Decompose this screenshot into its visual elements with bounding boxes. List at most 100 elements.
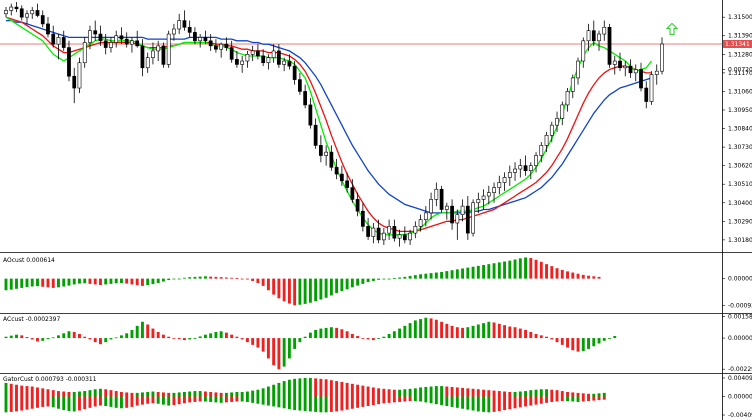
candle-body[interactable] xyxy=(481,195,486,200)
candle-body[interactable] xyxy=(471,202,475,234)
candle-body[interactable] xyxy=(639,69,643,89)
candle-body[interactable] xyxy=(135,40,140,47)
candle-body[interactable] xyxy=(219,43,224,50)
candle-body[interactable] xyxy=(434,188,439,200)
candle-body[interactable] xyxy=(339,173,344,182)
candle-body[interactable] xyxy=(360,210,365,227)
candle-body[interactable] xyxy=(528,165,533,172)
candle-body[interactable] xyxy=(371,227,376,237)
candle-body[interactable] xyxy=(98,33,103,42)
candle-body[interactable] xyxy=(193,32,197,42)
candle-body[interactable] xyxy=(187,27,192,33)
candle-body[interactable] xyxy=(581,40,586,62)
candle-body[interactable] xyxy=(324,151,329,156)
candle-body[interactable] xyxy=(465,205,470,234)
candle-body[interactable] xyxy=(25,13,29,18)
ac-oscillator-pane[interactable] xyxy=(4,317,617,370)
candle-body[interactable] xyxy=(172,28,176,35)
candle-body[interactable] xyxy=(19,8,24,18)
candle-body[interactable] xyxy=(93,30,98,35)
candle-body[interactable] xyxy=(345,180,349,188)
candle-body[interactable] xyxy=(334,167,339,175)
candle-body[interactable] xyxy=(492,187,496,193)
candle-body[interactable] xyxy=(408,232,412,241)
candle-body[interactable] xyxy=(418,219,423,227)
candle-body[interactable] xyxy=(612,60,617,65)
candle-body[interactable] xyxy=(607,27,612,65)
candle-body[interactable] xyxy=(476,199,481,204)
candle-body[interactable] xyxy=(392,226,397,239)
candle-body[interactable] xyxy=(455,214,460,224)
candle-body[interactable] xyxy=(429,199,433,214)
main-price-pane[interactable] xyxy=(0,2,722,247)
candle-body[interactable] xyxy=(214,45,218,50)
candle-body[interactable] xyxy=(30,10,35,15)
candle-body[interactable] xyxy=(14,6,19,10)
candle-body[interactable] xyxy=(329,151,334,168)
candle-body[interactable] xyxy=(40,15,45,25)
ao-oscillator-pane[interactable] xyxy=(4,257,601,306)
candle-body[interactable] xyxy=(103,40,108,48)
candle-body[interactable] xyxy=(56,37,61,45)
candle-body[interactable] xyxy=(130,40,134,45)
candle-body[interactable] xyxy=(644,87,649,102)
candle-body[interactable] xyxy=(35,10,40,16)
candle-body[interactable] xyxy=(292,65,297,80)
candle-body[interactable] xyxy=(124,38,129,45)
candle-body[interactable] xyxy=(166,33,171,65)
candle-body[interactable] xyxy=(208,40,213,47)
candle-body[interactable] xyxy=(507,172,512,178)
candle-body[interactable] xyxy=(497,182,502,188)
candle-body[interactable] xyxy=(240,60,245,65)
candle-body[interactable] xyxy=(576,60,580,79)
candle-body[interactable] xyxy=(549,124,554,136)
candle-body[interactable] xyxy=(277,50,281,65)
candle-body[interactable] xyxy=(602,27,607,35)
candle-body[interactable] xyxy=(381,232,386,241)
candle-body[interactable] xyxy=(261,55,266,64)
candle-body[interactable] xyxy=(256,50,260,57)
candle-body[interactable] xyxy=(560,104,565,119)
candle-body[interactable] xyxy=(555,118,559,126)
candle-body[interactable] xyxy=(397,234,402,239)
candle-body[interactable] xyxy=(266,57,271,64)
candle-body[interactable] xyxy=(402,234,407,241)
candle-body[interactable] xyxy=(4,10,8,15)
candle-body[interactable] xyxy=(633,69,638,74)
candle-body[interactable] xyxy=(413,226,418,234)
candle-body[interactable] xyxy=(203,37,208,42)
candle-body[interactable] xyxy=(51,33,56,45)
candle-body[interactable] xyxy=(628,65,633,74)
candle-body[interactable] xyxy=(303,91,308,106)
candle-body[interactable] xyxy=(654,70,659,75)
candle-body[interactable] xyxy=(423,212,428,220)
candle-body[interactable] xyxy=(376,227,381,241)
candle-body[interactable] xyxy=(570,77,575,92)
candle-body[interactable] xyxy=(534,155,538,166)
candle-body[interactable] xyxy=(523,165,528,172)
candle-body[interactable] xyxy=(366,226,370,237)
candle-body[interactable] xyxy=(271,50,276,58)
candle-body[interactable] xyxy=(235,59,239,65)
candle-body[interactable] xyxy=(586,30,591,42)
candle-body[interactable] xyxy=(298,79,302,92)
candle-body[interactable] xyxy=(450,205,454,224)
candle-body[interactable] xyxy=(88,30,92,43)
candle-body[interactable] xyxy=(161,45,166,65)
candle-body[interactable] xyxy=(177,20,182,30)
candle-body[interactable] xyxy=(308,104,313,126)
candle-body[interactable] xyxy=(444,205,449,210)
candle-body[interactable] xyxy=(224,43,229,48)
candle-body[interactable] xyxy=(591,30,596,42)
candle-body[interactable] xyxy=(518,165,523,170)
candle-body[interactable] xyxy=(355,199,360,212)
candle-body[interactable] xyxy=(502,177,507,183)
candle-body[interactable] xyxy=(287,60,292,67)
candle-body[interactable] xyxy=(350,187,355,200)
candle-body[interactable] xyxy=(623,65,628,69)
candle-body[interactable] xyxy=(539,145,544,156)
candle-body[interactable] xyxy=(198,37,203,42)
candle-body[interactable] xyxy=(565,91,570,106)
candle-body[interactable] xyxy=(77,62,82,89)
candle-body[interactable] xyxy=(245,53,250,62)
